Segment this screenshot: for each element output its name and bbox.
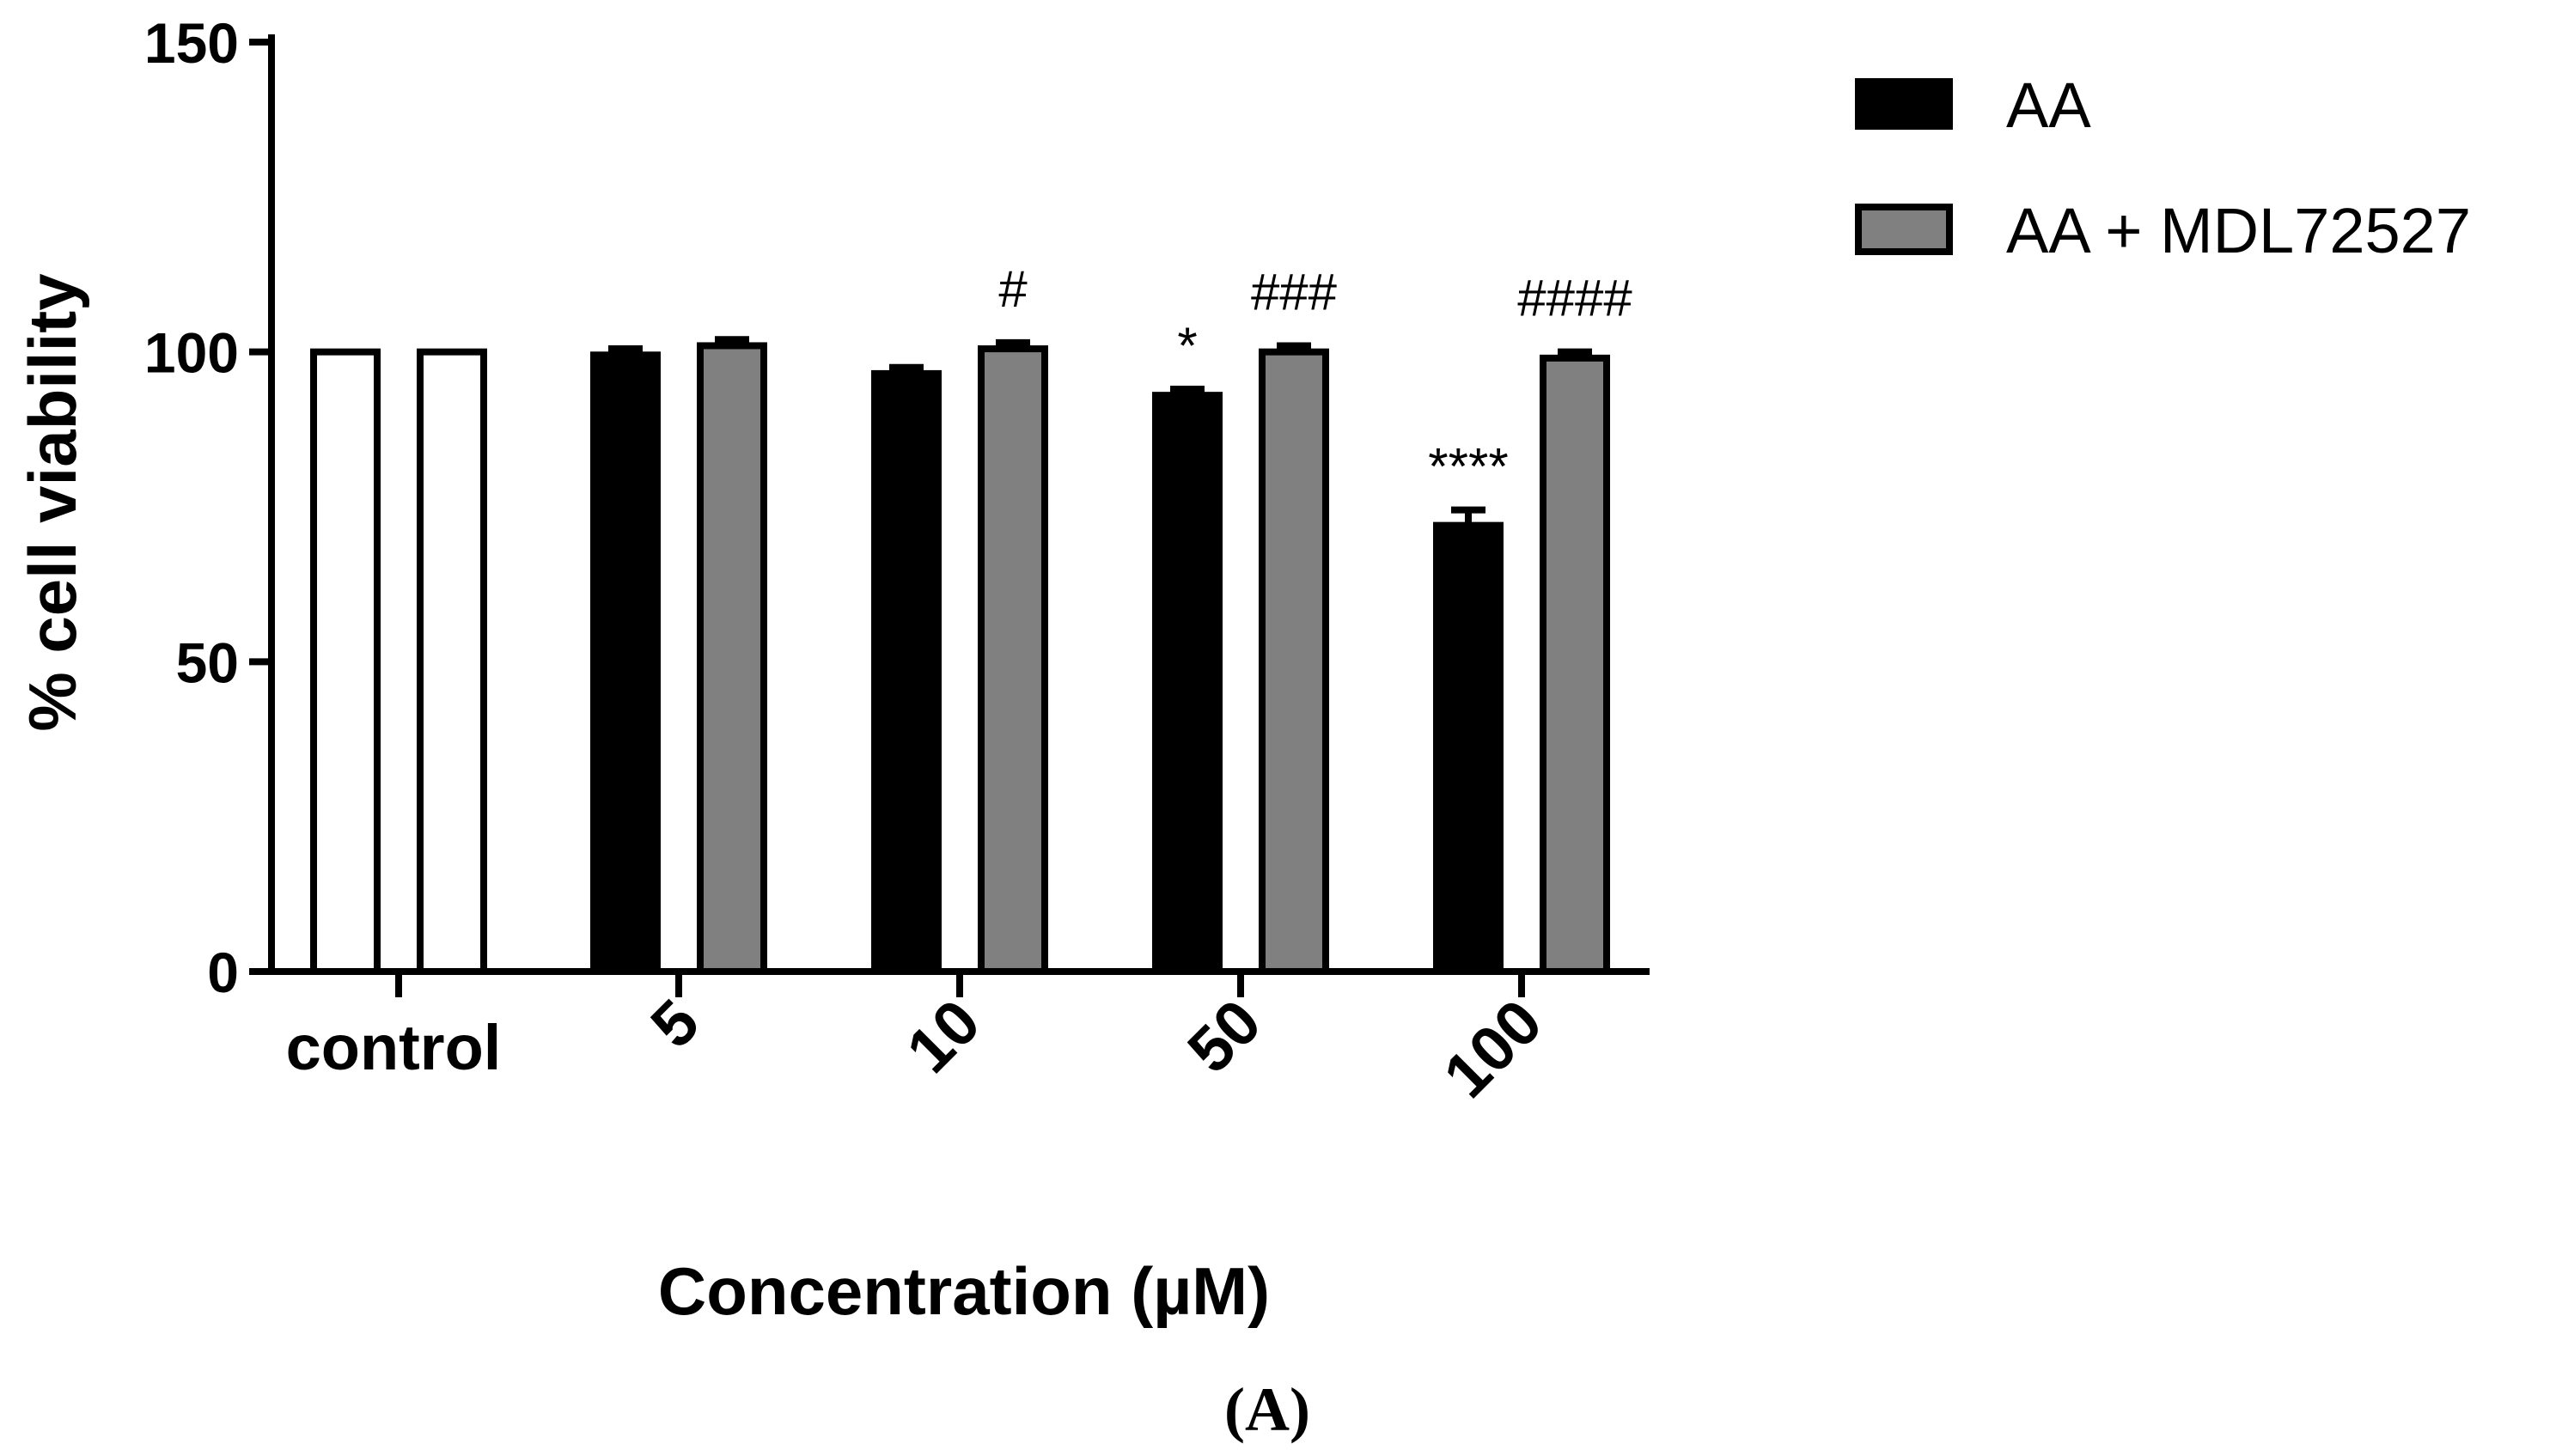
legend-swatch-aa-mdl (1855, 204, 1953, 255)
significance-marker: ### (1251, 263, 1338, 320)
legend: AA AA + MDL72527 (1855, 70, 2471, 266)
significance-marker: * (1177, 317, 1197, 375)
y-ticks: 0 50 100 150 (144, 11, 271, 1004)
bar-aa-mdl (1259, 348, 1329, 975)
bar-aa (1433, 521, 1504, 975)
x-tick-label: 50 (1174, 986, 1274, 1087)
significance-annotations: *****# ### #### (998, 260, 1632, 496)
x-tick-label: 5 (637, 986, 713, 1062)
x-ticks: control 5 10 50 100 (286, 972, 1555, 1112)
bar-aa (590, 351, 661, 976)
significance-marker: #### (1517, 270, 1632, 327)
y-tick-label: 0 (207, 941, 239, 1004)
y-tick-label: 150 (144, 11, 239, 75)
significance-marker: # (998, 260, 1028, 318)
bar-control (310, 348, 381, 975)
bar-aa-mdl (697, 342, 767, 976)
legend-label-aa: AA (2006, 70, 2091, 141)
y-axis-title: % cell viability (15, 273, 90, 731)
x-tick-label: 10 (893, 986, 993, 1087)
y-tick-label: 50 (176, 631, 239, 694)
x-axis-title: Concentration (µM) (658, 1253, 1270, 1329)
x-tick-label: control (286, 1012, 502, 1083)
bar-control (417, 348, 487, 975)
panel-label: (A) (1224, 1375, 1310, 1444)
bars-layer (310, 342, 1610, 976)
bar-aa-mdl (1540, 354, 1610, 975)
legend-label-aa-mdl: AA + MDL72527 (2006, 195, 2471, 266)
error-bars-layer (608, 336, 1592, 526)
x-tick-label: 100 (1430, 986, 1555, 1112)
bar-aa (1152, 392, 1223, 976)
legend-swatch-aa (1855, 78, 1953, 130)
bar-aa-mdl (978, 345, 1048, 975)
bar-aa (871, 369, 942, 975)
y-tick-label: 100 (144, 321, 239, 385)
significance-marker: **** (1428, 438, 1508, 496)
